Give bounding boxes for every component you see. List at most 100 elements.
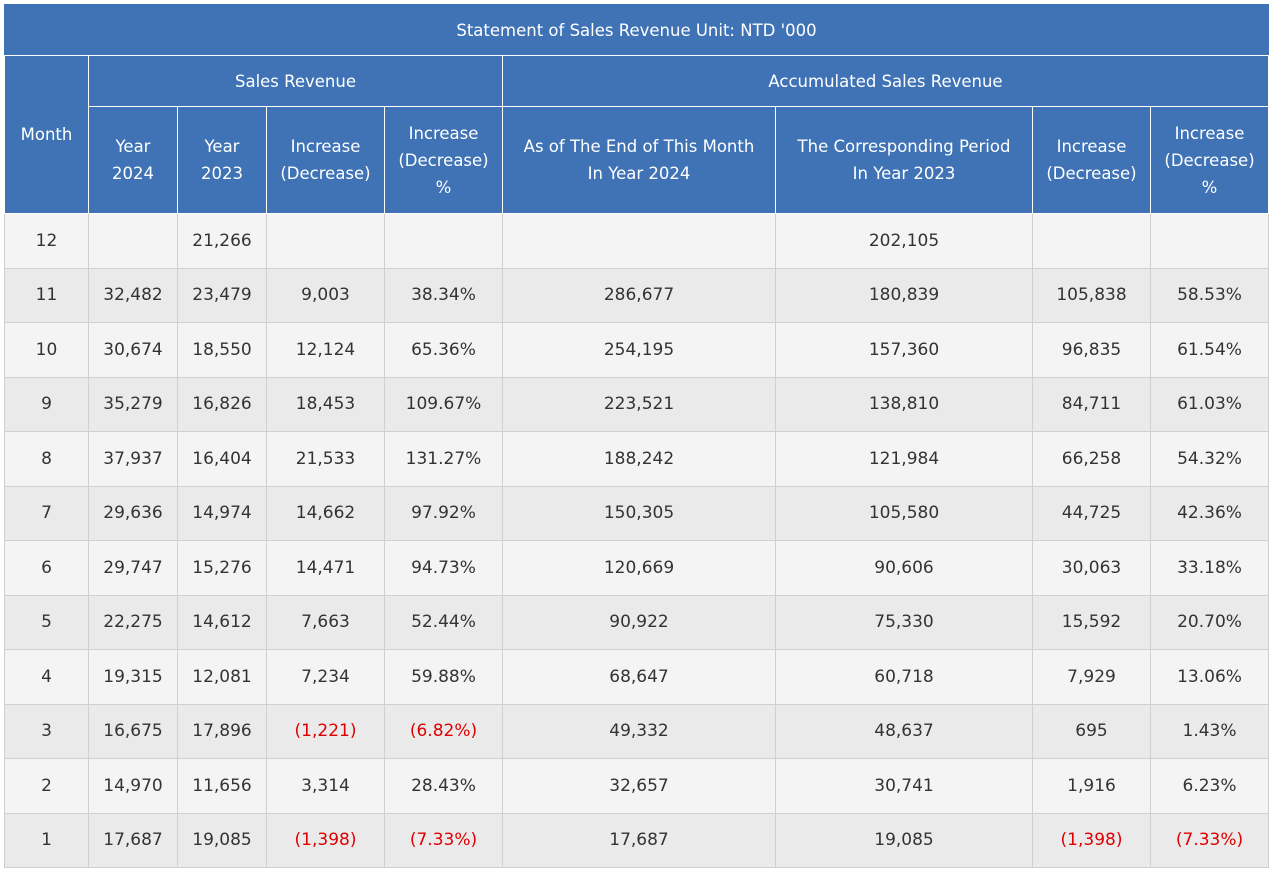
cell-acc-increase: 96,835 xyxy=(1032,322,1151,378)
cell-increase-pct: (6.82%) xyxy=(384,703,503,759)
table-row: 1 17,687 19,085 (1,398) (7.33%) 17,687 1… xyxy=(4,812,1270,868)
col-header-year-2024: Year 2024 xyxy=(88,106,178,214)
cell-increase: (1,398) xyxy=(266,812,385,868)
cell-year-2023: 18,550 xyxy=(177,322,267,378)
cell-acc-2023: 48,637 xyxy=(775,703,1033,759)
cell-month: 9 xyxy=(4,376,89,432)
cell-year-2023: 17,896 xyxy=(177,703,267,759)
cell-increase-pct: (7.33%) xyxy=(384,812,503,868)
cell-year-2024: 14,970 xyxy=(88,758,178,814)
cell-acc-2023: 157,360 xyxy=(775,322,1033,378)
cell-increase: 7,234 xyxy=(266,649,385,705)
cell-acc-increase-pct: 20.70% xyxy=(1149,594,1270,650)
col-header-acc-2023: The Corresponding Period In Year 2023 xyxy=(775,106,1033,214)
cell-increase-pct: 109.67% xyxy=(384,376,503,432)
cell-acc-2023: 138,810 xyxy=(775,376,1033,432)
cell-acc-increase: 30,063 xyxy=(1032,540,1151,596)
cell-acc-2024: 286,677 xyxy=(502,267,776,323)
cell-acc-increase-pct xyxy=(1149,213,1270,269)
cell-acc-increase-pct: 33.18% xyxy=(1149,540,1270,596)
cell-year-2024: 37,937 xyxy=(88,431,178,487)
cell-acc-increase: 695 xyxy=(1032,703,1151,759)
cell-increase xyxy=(266,213,385,269)
cell-month: 5 xyxy=(4,594,89,650)
col-header-acc-increase-pct: Increase (Decrease)% xyxy=(1149,106,1270,214)
cell-acc-2024: 68,647 xyxy=(502,649,776,705)
table-row: 7 29,636 14,974 14,662 97.92% 150,305 10… xyxy=(4,485,1270,541)
cell-year-2023: 23,479 xyxy=(177,267,267,323)
cell-acc-2023: 60,718 xyxy=(775,649,1033,705)
cell-acc-increase-pct: 1.43% xyxy=(1149,703,1270,759)
cell-acc-increase: 84,711 xyxy=(1032,376,1151,432)
cell-acc-2024: 223,521 xyxy=(502,376,776,432)
cell-increase: 7,663 xyxy=(266,594,385,650)
table-row: 4 19,315 12,081 7,234 59.88% 68,647 60,7… xyxy=(4,649,1270,705)
cell-year-2024: 30,674 xyxy=(88,322,178,378)
cell-increase-pct: 28.43% xyxy=(384,758,503,814)
cell-year-2023: 14,974 xyxy=(177,485,267,541)
cell-year-2024: 17,687 xyxy=(88,812,178,868)
cell-acc-2024: 49,332 xyxy=(502,703,776,759)
cell-acc-increase: 44,725 xyxy=(1032,485,1151,541)
cell-increase: (1,221) xyxy=(266,703,385,759)
cell-acc-increase-pct: 58.53% xyxy=(1149,267,1270,323)
sales-revenue-group-header: Sales Revenue xyxy=(88,55,503,107)
sales-revenue-table: Statement of Sales Revenue Unit: NTD '00… xyxy=(3,4,1270,868)
cell-increase: 21,533 xyxy=(266,431,385,487)
cell-acc-2023: 202,105 xyxy=(775,213,1033,269)
cell-acc-increase-pct: 13.06% xyxy=(1149,649,1270,705)
cell-acc-2024: 188,242 xyxy=(502,431,776,487)
cell-acc-increase: 105,838 xyxy=(1032,267,1151,323)
accumulated-sales-revenue-group-header: Accumulated Sales Revenue xyxy=(501,55,1270,107)
cell-month: 8 xyxy=(4,431,89,487)
cell-acc-increase-pct: 6.23% xyxy=(1149,758,1270,814)
table-header: Statement of Sales Revenue Unit: NTD '00… xyxy=(3,4,1270,214)
table-title: Statement of Sales Revenue Unit: NTD '00… xyxy=(3,4,1270,56)
cell-increase-pct: 97.92% xyxy=(384,485,503,541)
cell-acc-2024: 120,669 xyxy=(502,540,776,596)
cell-month: 3 xyxy=(4,703,89,759)
cell-year-2023: 16,404 xyxy=(177,431,267,487)
cell-acc-increase-pct: (7.33%) xyxy=(1149,812,1270,868)
cell-acc-2024: 254,195 xyxy=(502,322,776,378)
cell-acc-2023: 30,741 xyxy=(775,758,1033,814)
cell-year-2023: 16,826 xyxy=(177,376,267,432)
cell-acc-2023: 90,606 xyxy=(775,540,1033,596)
cell-year-2024: 22,275 xyxy=(88,594,178,650)
cell-acc-increase xyxy=(1032,213,1151,269)
cell-acc-2023: 19,085 xyxy=(775,812,1033,868)
cell-year-2024: 29,636 xyxy=(88,485,178,541)
table-row: 8 37,937 16,404 21,533 131.27% 188,242 1… xyxy=(4,431,1270,487)
table-row: 12 21,266 202,105 xyxy=(4,213,1270,269)
cell-year-2023: 14,612 xyxy=(177,594,267,650)
cell-increase: 3,314 xyxy=(266,758,385,814)
cell-acc-2023: 180,839 xyxy=(775,267,1033,323)
cell-month: 7 xyxy=(4,485,89,541)
cell-acc-increase: 7,929 xyxy=(1032,649,1151,705)
cell-acc-2024 xyxy=(502,213,776,269)
cell-acc-2024: 17,687 xyxy=(502,812,776,868)
cell-month: 2 xyxy=(4,758,89,814)
cell-month: 6 xyxy=(4,540,89,596)
cell-increase-pct: 59.88% xyxy=(384,649,503,705)
col-header-acc-increase: Increase (Decrease) xyxy=(1032,106,1151,214)
cell-acc-increase-pct: 54.32% xyxy=(1149,431,1270,487)
cell-month: 4 xyxy=(4,649,89,705)
cell-increase-pct: 65.36% xyxy=(384,322,503,378)
cell-year-2024 xyxy=(88,213,178,269)
cell-acc-increase-pct: 61.54% xyxy=(1149,322,1270,378)
cell-acc-increase: 1,916 xyxy=(1032,758,1151,814)
cell-acc-2023: 105,580 xyxy=(775,485,1033,541)
cell-acc-increase: 66,258 xyxy=(1032,431,1151,487)
cell-increase-pct: 52.44% xyxy=(384,594,503,650)
col-header-increase: Increase (Decrease) xyxy=(266,106,385,214)
cell-month: 11 xyxy=(4,267,89,323)
cell-increase: 18,453 xyxy=(266,376,385,432)
cell-increase: 14,662 xyxy=(266,485,385,541)
cell-increase-pct: 94.73% xyxy=(384,540,503,596)
cell-acc-increase-pct: 42.36% xyxy=(1149,485,1270,541)
cell-acc-increase: (1,398) xyxy=(1032,812,1151,868)
cell-increase-pct: 131.27% xyxy=(384,431,503,487)
cell-year-2024: 16,675 xyxy=(88,703,178,759)
cell-acc-2023: 121,984 xyxy=(775,431,1033,487)
